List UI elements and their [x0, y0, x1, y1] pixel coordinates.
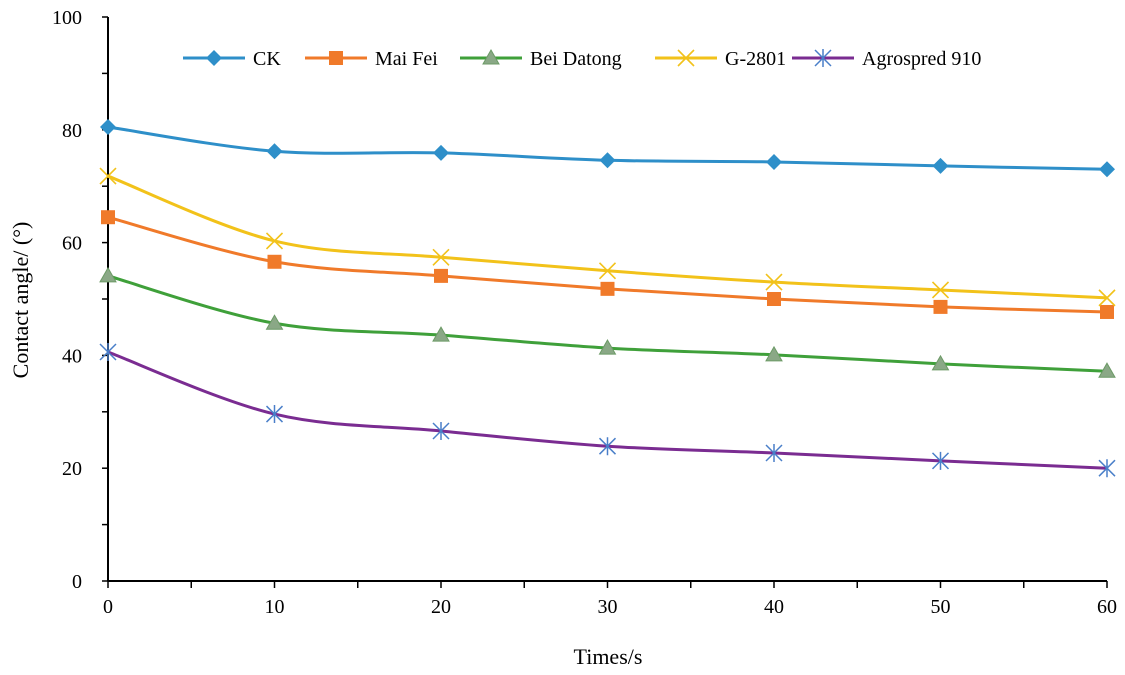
y-tick-label: 40	[62, 345, 82, 367]
triangle-marker	[99, 266, 117, 283]
diamond-marker	[932, 157, 949, 174]
x-tick-label: 40	[764, 596, 784, 618]
series-mai-fei	[101, 210, 1114, 319]
star-marker	[931, 451, 950, 470]
triangle-marker	[931, 354, 950, 371]
legend-item: Agrospred 910	[792, 48, 981, 70]
triangle-marker	[765, 345, 783, 362]
square-marker	[1100, 304, 1114, 319]
series-bei-datong	[99, 266, 1116, 378]
diamond-marker	[100, 118, 116, 135]
diamond-marker	[1099, 161, 1115, 178]
legend-item: Mai Fei	[305, 48, 438, 70]
star-marker	[765, 443, 783, 462]
series-line	[107, 215, 1108, 314]
y-tick-label: 0	[72, 571, 82, 593]
y-tick-label: 100	[52, 7, 82, 29]
triangle-marker	[598, 339, 617, 355]
square-marker	[933, 299, 948, 314]
x-marker	[677, 49, 695, 67]
star-marker	[814, 49, 832, 67]
series-ck	[100, 118, 1115, 178]
x-tick-label: 50	[931, 596, 951, 618]
x-marker	[432, 248, 450, 266]
diamond-marker	[206, 50, 222, 66]
star-marker	[99, 343, 117, 362]
series-g-2801	[99, 167, 1116, 307]
diamond-marker	[766, 153, 782, 170]
x-tick-label: 0	[103, 596, 113, 618]
square-marker	[600, 281, 615, 296]
y-axis-label: Contact angle/ (°)	[8, 222, 33, 379]
legend-label: Mai Fei	[375, 48, 438, 70]
triangle-marker	[1098, 362, 1116, 378]
series-line	[107, 174, 1108, 300]
x-tick-label: 20	[431, 596, 451, 618]
legend-item: G-2801	[655, 48, 786, 70]
diamond-marker	[266, 143, 283, 160]
legend-label: Agrospred 910	[862, 48, 981, 70]
x-tick-label: 30	[598, 596, 618, 618]
x-marker	[931, 281, 950, 299]
star-marker	[598, 437, 617, 456]
triangle-marker	[432, 326, 450, 342]
y-tick-label: 80	[62, 120, 82, 142]
x-marker	[1098, 289, 1116, 307]
x-marker	[765, 273, 783, 291]
diamond-marker	[599, 152, 616, 169]
star-marker	[432, 421, 450, 440]
x-tick-label: 60	[1097, 596, 1117, 618]
triangle-marker	[265, 314, 284, 330]
square-marker	[267, 254, 282, 269]
square-marker	[767, 292, 781, 306]
y-tick-label: 60	[62, 233, 82, 255]
square-marker	[434, 268, 448, 283]
square-marker	[329, 51, 343, 65]
legend-label: G-2801	[725, 48, 786, 70]
diamond-marker	[433, 144, 449, 161]
star-marker	[1098, 459, 1116, 478]
legend-item: Bei Datong	[460, 48, 622, 70]
legend-label: CK	[253, 48, 281, 70]
series-agrospred-910	[99, 343, 1116, 478]
x-axis-label: Times/s	[574, 644, 643, 669]
x-tick-label: 10	[265, 596, 285, 618]
x-marker	[598, 262, 617, 280]
star-marker	[265, 405, 284, 424]
x-marker	[99, 167, 117, 185]
square-marker	[101, 210, 115, 225]
y-tick-label: 20	[62, 458, 82, 480]
triangle-marker	[482, 48, 500, 65]
x-marker	[265, 232, 284, 250]
legend-label: Bei Datong	[530, 48, 622, 70]
legend-item: CK	[183, 48, 281, 70]
